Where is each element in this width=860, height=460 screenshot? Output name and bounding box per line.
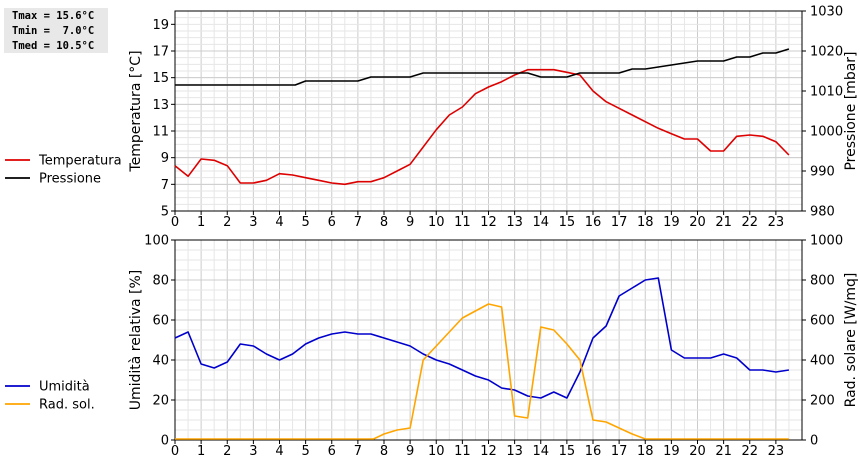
- x-tick-label: 2: [223, 215, 231, 230]
- x-tick-label: 20: [689, 215, 706, 230]
- y-right-axis-label: Rad. solare [W/mq]: [843, 273, 859, 408]
- chart-panel-1: 0 1 2 3 4 5 6 7 8 9 10 11 12 13 14 15 16 17 18 19 20 21 22 2357…: [5, 5, 859, 230]
- x-tick-label: 0: [171, 444, 179, 459]
- y-right-tick-label: 400: [810, 354, 835, 369]
- legend-label: Temperatura: [38, 154, 122, 169]
- x-tick-label: 11: [454, 215, 471, 230]
- y-left-tick-label: 80: [152, 274, 169, 289]
- x-tick-label: 14: [532, 215, 549, 230]
- x-tick-label: 7: [354, 444, 362, 459]
- x-tick-label: 14: [532, 444, 549, 459]
- y-right-tick-label: 1000: [810, 125, 843, 140]
- x-tick-label: 10: [428, 444, 445, 459]
- y-right-tick-label: 1010: [810, 85, 843, 100]
- y-left-tick-label: 9: [161, 151, 169, 166]
- series-line-umidit: [174, 277, 790, 399]
- x-tick-label: 15: [559, 215, 576, 230]
- x-tick-label: 6: [328, 215, 336, 230]
- x-tick-label: 10: [428, 215, 445, 230]
- x-tick-label: 22: [741, 215, 758, 230]
- y-left-axis-label: Umidità relativa [%]: [128, 270, 144, 411]
- tmed-text: Tmed = 10.5°C: [12, 40, 95, 52]
- x-tick-label: 8: [380, 444, 388, 459]
- y-left-tick-label: 20: [152, 394, 169, 409]
- x-tick-label: 8: [380, 215, 388, 230]
- y-left-tick-label: 100: [144, 234, 169, 249]
- stats-box: Tmax = 15.6°C Tmin = 7.0°C Tmed = 10.5°C: [4, 8, 108, 53]
- y-right-tick-label: 800: [810, 274, 835, 289]
- legend-label: Pressione: [39, 172, 101, 187]
- y-right-axis-label: Pressione [mbar]: [843, 51, 859, 170]
- chart-panel-2: 0 1 2 3 4 5 6 7 8 9 10 11 12 13 14 15 16 17 18 19 20 21 22 2302…: [5, 234, 859, 459]
- x-tick-label: 17: [611, 215, 628, 230]
- x-tick-label: 18: [637, 444, 654, 459]
- y-left-tick-label: 15: [152, 71, 169, 86]
- y-left-tick-label: 7: [161, 178, 169, 193]
- tmin-text: Tmin = 7.0°C: [12, 25, 95, 37]
- y-left-tick-label: 11: [152, 125, 169, 140]
- y-left-tick-label: 19: [152, 18, 169, 33]
- x-tick-label: 12: [480, 444, 497, 459]
- x-tick-label: 3: [249, 444, 257, 459]
- x-tick-label: 22: [741, 444, 758, 459]
- x-tick-label: 5: [301, 215, 309, 230]
- x-tick-label: 7: [354, 215, 362, 230]
- x-tick-label: 3: [249, 215, 257, 230]
- y-left-axis-label: Temperatura [°C]: [128, 50, 144, 172]
- y-right-tick-label: 980: [810, 205, 835, 220]
- y-right-tick-label: 1030: [810, 5, 843, 20]
- x-tick-label: 5: [301, 444, 309, 459]
- legend-label: Umidità: [39, 380, 90, 395]
- y-right-tick-label: 990: [810, 165, 835, 180]
- y-right-tick-label: 200: [810, 394, 835, 409]
- y-left-tick-label: 0: [161, 434, 169, 449]
- y-left-tick-label: 13: [152, 98, 169, 113]
- series-line-pressione: [175, 48, 790, 86]
- x-tick-label: 6: [328, 444, 336, 459]
- tmax-text: Tmax = 15.6°C: [12, 10, 95, 22]
- x-tick-label: 0: [171, 215, 179, 230]
- legend-label: Rad. sol.: [39, 398, 95, 413]
- x-tick-label: 20: [689, 444, 706, 459]
- y-left-tick-label: 5: [161, 205, 169, 220]
- y-left-tick-label: 17: [152, 45, 169, 60]
- x-tick-label: 16: [585, 215, 602, 230]
- y-right-tick-label: 1000: [810, 234, 843, 249]
- x-tick-label: 2: [223, 444, 231, 459]
- y-left-tick-label: 40: [152, 354, 169, 369]
- x-tick-label: 13: [506, 444, 523, 459]
- x-tick-label: 19: [663, 444, 680, 459]
- x-tick-label: 21: [715, 215, 732, 230]
- series-line-rad-sol: [175, 303, 789, 440]
- x-tick-label: 11: [454, 444, 471, 459]
- x-tick-label: 4: [275, 215, 283, 230]
- x-tick-label: 23: [768, 215, 785, 230]
- x-tick-label: 18: [637, 215, 654, 230]
- y-right-tick-label: 600: [810, 314, 835, 329]
- x-tick-label: 9: [406, 444, 414, 459]
- x-tick-label: 1: [197, 444, 205, 459]
- x-tick-label: 17: [611, 444, 628, 459]
- x-tick-label: 13: [506, 215, 523, 230]
- series-line-temperatura: [174, 68, 790, 186]
- x-tick-label: 4: [275, 444, 283, 459]
- x-tick-label: 9: [406, 215, 414, 230]
- y-right-tick-label: 0: [810, 434, 818, 449]
- x-tick-label: 15: [559, 444, 576, 459]
- y-left-tick-label: 60: [152, 314, 169, 329]
- x-tick-label: 21: [715, 444, 732, 459]
- y-right-tick-label: 1020: [810, 45, 843, 60]
- x-tick-label: 1: [197, 215, 205, 230]
- x-tick-label: 19: [663, 215, 680, 230]
- x-tick-label: 16: [585, 444, 602, 459]
- x-tick-label: 23: [768, 444, 785, 459]
- x-tick-label: 12: [480, 215, 497, 230]
